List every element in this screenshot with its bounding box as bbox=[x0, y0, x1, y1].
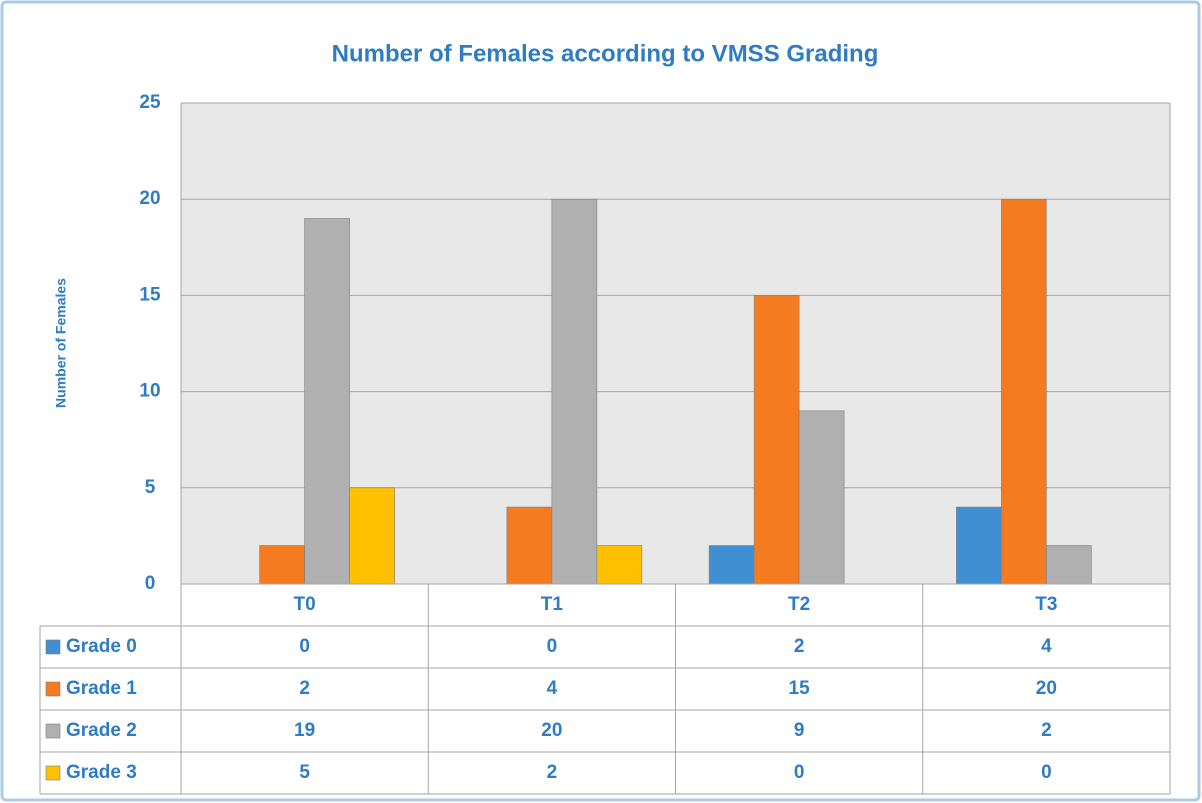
y-axis-label: Number of Females bbox=[53, 278, 69, 408]
table-value: 9 bbox=[794, 720, 805, 741]
table-value: 0 bbox=[547, 636, 558, 657]
table-value: 0 bbox=[794, 762, 805, 783]
legend-key bbox=[45, 639, 61, 655]
table-value: 4 bbox=[547, 678, 558, 699]
table-value: 2 bbox=[1041, 720, 1052, 741]
legend-label: Grade 1 bbox=[66, 678, 137, 699]
bar bbox=[551, 198, 598, 585]
bar bbox=[798, 410, 845, 585]
x-tick-label: T1 bbox=[541, 594, 564, 615]
bar bbox=[1046, 545, 1092, 585]
table-value: 20 bbox=[541, 720, 562, 741]
legend-key bbox=[45, 681, 61, 697]
table-value: 4 bbox=[1041, 636, 1052, 657]
table-value: 5 bbox=[299, 762, 310, 783]
bar bbox=[259, 545, 305, 585]
bar bbox=[956, 506, 1002, 585]
legend-label: Grade 2 bbox=[66, 720, 137, 741]
table-value: 20 bbox=[1036, 678, 1057, 699]
bar bbox=[753, 295, 800, 585]
table-value: 15 bbox=[789, 678, 811, 699]
legend-key bbox=[45, 723, 61, 739]
x-tick-label: T3 bbox=[1035, 594, 1057, 615]
x-tick-label: T0 bbox=[294, 594, 316, 615]
table-value: 19 bbox=[294, 720, 315, 741]
bar bbox=[596, 545, 643, 585]
legend-label: Grade 3 bbox=[66, 762, 137, 783]
bar bbox=[708, 545, 755, 585]
legend-key bbox=[45, 765, 61, 781]
y-tick-label: 25 bbox=[139, 92, 161, 113]
y-tick-label: 20 bbox=[139, 188, 160, 209]
x-tick-label: T2 bbox=[788, 594, 810, 615]
chart-title: Number of Females according to VMSS Grad… bbox=[332, 40, 879, 67]
bar bbox=[304, 218, 350, 585]
bar bbox=[349, 487, 395, 585]
y-tick-label: 0 bbox=[145, 573, 156, 594]
table-value: 2 bbox=[299, 678, 310, 699]
y-tick-label: 5 bbox=[145, 477, 156, 498]
bar bbox=[1001, 198, 1047, 585]
table-value: 0 bbox=[1041, 762, 1052, 783]
bar bbox=[506, 506, 553, 585]
legend-label: Grade 0 bbox=[66, 636, 137, 657]
table-value: 2 bbox=[794, 636, 805, 657]
y-tick-label: 15 bbox=[139, 284, 161, 305]
table-value: 0 bbox=[299, 636, 310, 657]
table-value: 2 bbox=[547, 762, 558, 783]
y-tick-label: 10 bbox=[139, 381, 160, 402]
